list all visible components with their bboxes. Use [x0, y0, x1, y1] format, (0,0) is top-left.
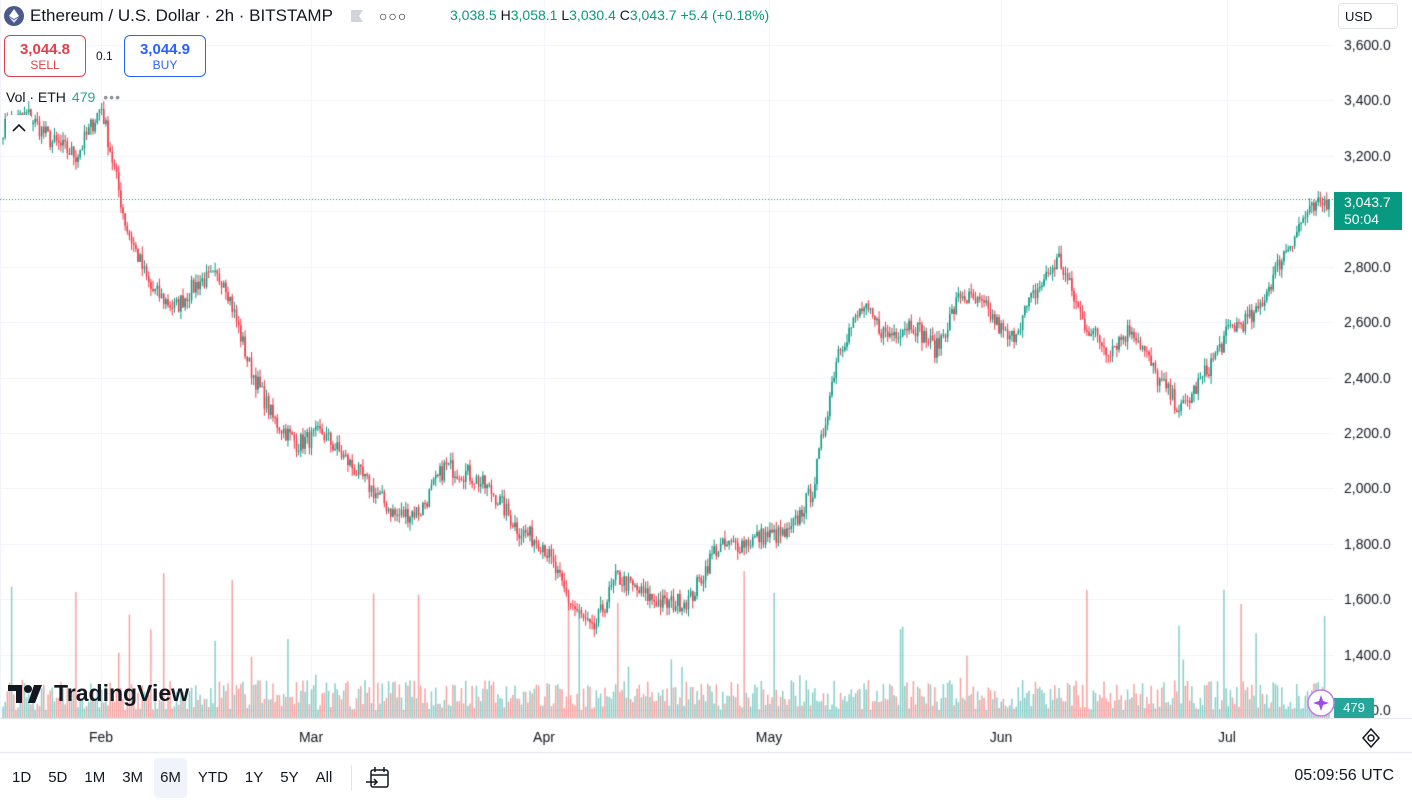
currency-label: USD: [1345, 8, 1373, 24]
bottom-toolbar: 1D 5D 1M 3M 6M YTD 1Y 5Y All: [0, 755, 1412, 800]
symbol-header[interactable]: Ethereum / U.S. Dollar · 2h · BITSTAMP ○…: [4, 3, 407, 29]
symbol-title[interactable]: Ethereum / U.S. Dollar · 2h · BITSTAMP: [30, 6, 333, 25]
range-button-1m[interactable]: 1M: [84, 769, 106, 786]
range-selector: 1D 5D 1M 3M 6M YTD 1Y 5Y All: [6, 757, 343, 798]
close-value: 3,043.7: [629, 7, 677, 23]
range-button-all[interactable]: All: [315, 769, 333, 786]
range-button-1d[interactable]: 1D: [12, 769, 32, 786]
open-value: 3,038.5: [450, 7, 497, 23]
sell-label: SELL: [30, 57, 60, 72]
low-value: 3,030.4: [569, 7, 616, 23]
buy-label: BUY: [152, 57, 178, 72]
volume-more-icon[interactable]: •••: [103, 89, 121, 105]
tradingview-logo-icon: [8, 684, 42, 703]
brand-name: TradingView: [54, 680, 190, 706]
volume-legend-label: Vol · ETH: [6, 89, 66, 105]
range-button-6m[interactable]: 6M: [154, 757, 187, 798]
buy-button[interactable]: 3,044.9 BUY: [124, 35, 206, 77]
close-label: C: [619, 7, 630, 23]
range-button-3m[interactable]: 3M: [122, 769, 144, 786]
bar-countdown: 50:04: [1344, 211, 1380, 227]
change-value: +5.4 (+0.18%): [680, 7, 770, 23]
range-button-5y[interactable]: 5Y: [280, 769, 299, 786]
volume-legend-value: 479: [71, 89, 96, 105]
settings-icon[interactable]: [1360, 727, 1382, 754]
sell-button[interactable]: 3,044.8 SELL: [4, 35, 86, 77]
ohlc-readout: 3,038.5 H3,058.1 L3,030.4 C3,043.7 +5.4 …: [450, 7, 769, 23]
collapse-legend-button[interactable]: [6, 115, 32, 141]
sell-price: 3,044.8: [19, 40, 71, 58]
last-price-value: 3,043.7: [1344, 194, 1391, 210]
low-label: L: [561, 7, 570, 23]
buy-price: 3,044.9: [139, 40, 191, 58]
chevron-up-icon: [12, 123, 26, 132]
range-button-1y[interactable]: 1Y: [244, 769, 264, 786]
high-label: H: [500, 7, 511, 23]
currency-selector[interactable]: USD: [1338, 3, 1398, 29]
sparkle-icon[interactable]: [1306, 688, 1336, 723]
range-button-5d[interactable]: 5D: [48, 769, 68, 786]
toolbar-divider: [351, 764, 353, 791]
range-button-ytd[interactable]: YTD: [197, 769, 228, 786]
ethereum-logo-icon: [4, 6, 24, 26]
date-range-icon[interactable]: [366, 766, 392, 790]
more-options-icon[interactable]: ○○○: [378, 8, 408, 24]
volume-tag: 479: [1334, 698, 1374, 718]
utc-clock[interactable]: 05:09:56 UTC: [1294, 767, 1394, 784]
tradingview-logo[interactable]: TradingView: [8, 680, 189, 707]
volume-legend[interactable]: Vol · ETH 479 •••: [6, 89, 121, 105]
high-value: 3,058.1: [510, 7, 558, 23]
flag-icon[interactable]: [349, 8, 365, 24]
spread-value: 0.1: [96, 49, 113, 63]
last-price-tag: 3,043.7 50:04: [1334, 192, 1402, 230]
